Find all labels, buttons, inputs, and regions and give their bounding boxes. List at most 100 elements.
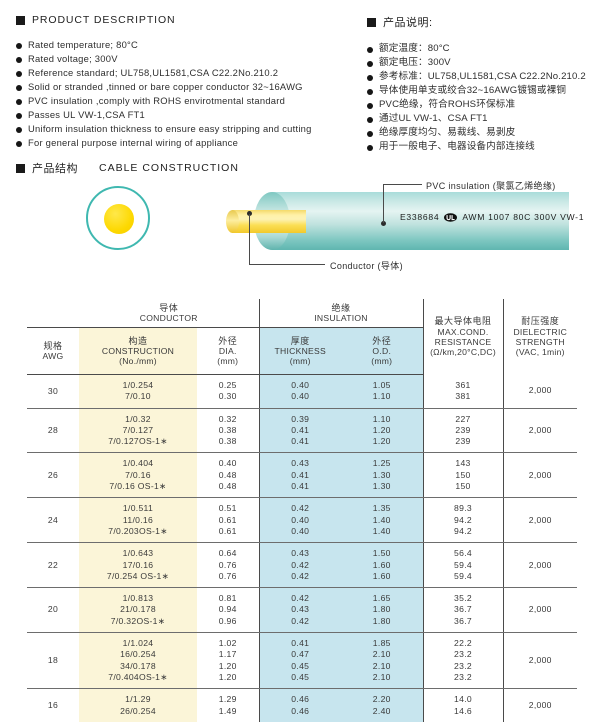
table-row: 28 1/0.32 7/0.127 7/0.127OS-1∗ 0.32 0.38 0.38 0…: [27, 408, 578, 454]
cable-construction-title-cn: 产品结构: [32, 163, 78, 175]
cell-thickness: 0.42 0.40 0.40: [258, 497, 342, 544]
description-item: Rated temperature; 80°C: [16, 39, 312, 52]
group-header-insulation: 绝缘 INSULATION: [258, 299, 424, 328]
cell-dia: 1.29 1.49: [197, 689, 259, 722]
cell-construction-value: 7/0.32OS-1∗: [110, 615, 166, 626]
cell-resistance-value: 239: [455, 436, 471, 447]
column-header-od-cn: 外径: [372, 335, 392, 346]
cell-resistance: 56.4 59.4 59.4: [423, 542, 504, 589]
cell-resistance-value: 94.2: [454, 514, 472, 525]
bullet-dot-icon: [367, 60, 373, 67]
cell-od-value: 1.20: [372, 424, 391, 435]
cell-dia-value: 1.02: [218, 638, 237, 649]
cell-resistance-value: 22.2: [454, 638, 472, 649]
group-spacer: [27, 299, 79, 328]
cell-od-value: 1.05: [372, 380, 391, 390]
table-head: 导体 CONDUCTOR 绝缘 INSULATION 最大导体电阻 MAX.CO…: [27, 299, 577, 375]
cell-dia-value: 0.38: [218, 436, 237, 447]
cell-resistance-value: 23.2: [454, 649, 472, 660]
cell-od: 1.85 2.10 2.10 2.10: [341, 632, 424, 690]
column-header-construction-en: CONSTRUCTION: [101, 345, 175, 356]
cell-resistance-value: 59.4: [454, 559, 472, 570]
description-item-text: For general purpose internal wiring of a…: [28, 137, 239, 148]
cell-resistance: 361 381: [423, 374, 504, 409]
cell-dielectric: 2,000: [503, 587, 578, 634]
description-item: 参考标准：UL758,UL1581,CSA C22.2No.210.2: [367, 71, 586, 84]
cross-section-conductor-core: [104, 204, 134, 234]
cell-od-value: 1.60: [372, 570, 391, 581]
cell-od-value: 1.85: [372, 638, 391, 649]
cell-thickness-value: 0.40: [291, 380, 310, 390]
cell-construction-value: 17/0.16: [122, 559, 154, 570]
cell-dia-value: 1.49: [218, 705, 237, 716]
cell-awg: 16: [47, 699, 59, 710]
cell-construction-value: 1/1.024: [122, 638, 154, 649]
cell-dia-value: 0.38: [218, 424, 237, 435]
cell-dia-value: 1.20: [218, 671, 237, 682]
cell-construction-value: 7/0.127OS-1∗: [108, 436, 168, 447]
cell-dia-value: 0.32: [218, 413, 237, 424]
conductor-label: Conductor (导体): [330, 261, 403, 271]
column-header-thickness-unit: (mm): [289, 356, 311, 367]
cell-dia-value: 0.61: [218, 525, 237, 536]
cell-thickness-value: 0.40: [291, 514, 310, 525]
cell-od-value: 1.20: [372, 436, 391, 447]
cell-thickness: 0.39 0.41 0.41: [258, 408, 342, 454]
cell-construction: 1/0.404 7/0.16 7/0.16 OS-1∗: [79, 452, 197, 499]
cell-dia-value: 0.30: [218, 391, 237, 402]
cell-od-value: 2.10: [372, 660, 391, 671]
cable-cross-section: [86, 186, 150, 250]
cell-resistance-value: 14.0: [454, 694, 472, 705]
cell-dia: 0.51 0.61 0.61: [197, 497, 260, 544]
product-description-title: PRODUCT DESCRIPTION: [32, 14, 176, 26]
description-item: Rated voltage; 300V: [16, 53, 312, 66]
description-item: PVC绝缘，符合ROHS环保标准: [367, 99, 586, 112]
cell-thickness: 0.46 0.46: [258, 688, 342, 722]
description-item: Uniform insulation thickness to ensure e…: [16, 123, 312, 136]
cell-thickness-value: 0.42: [291, 559, 310, 570]
cell-resistance-value: 59.4: [454, 570, 472, 581]
group-header-insulation-cn: 绝缘: [331, 302, 351, 313]
cell-od-value: 1.65: [372, 593, 391, 604]
description-item-text: Rated temperature; 80°C: [28, 39, 139, 50]
cell-construction-value: 1/0.643: [122, 548, 154, 559]
cell-dielectric: 2,000: [503, 374, 578, 409]
column-header-dielectric-cn: 耐压强度: [521, 316, 560, 327]
bullet-dot-icon: [367, 74, 373, 81]
cell-construction: 1/0.643 17/0.16 7/0.254 OS-1∗: [79, 542, 197, 589]
cell-resistance-value: 36.7: [454, 615, 472, 626]
cell-od: 1.05 1.10: [341, 374, 424, 409]
product-description-title-cn: 产品说明:: [383, 17, 433, 29]
table-row: 20 1/0.813 21/0.178 7/0.32OS-1∗ 0.81 0.94 0.96…: [27, 587, 578, 634]
cell-resistance-value: 227: [455, 413, 471, 424]
cell-awg: 18: [27, 632, 79, 690]
cell-od: 1.25 1.30 1.30: [341, 452, 424, 499]
column-header-construction: 构造 CONSTRUCTION (No./mm): [79, 327, 197, 375]
cell-construction-value: 1/0.404: [122, 458, 154, 469]
column-header-construction-unit: (No./mm): [119, 356, 157, 367]
cell-dia: 0.40 0.48 0.48: [197, 452, 260, 499]
cell-thickness-value: 0.43: [291, 458, 310, 469]
cell-resistance-value: 36.7: [454, 604, 472, 615]
cell-thickness: 0.42 0.43 0.42: [258, 587, 342, 634]
cell-construction-value: 1/0.254: [122, 380, 154, 390]
bullet-dot-icon: [367, 116, 373, 123]
product-description-list-cn: 额定温度：80°C 额定电压：300V 参考标准：UL758,UL1581,CSA …: [367, 43, 586, 154]
cell-dia-value: 0.48: [218, 469, 237, 480]
cell-dia-value: 0.48: [218, 481, 237, 492]
cell-dia: 0.64 0.76 0.76: [197, 542, 260, 589]
cell-thickness-value: 0.41: [291, 424, 310, 435]
description-item: For general purpose internal wiring of a…: [16, 137, 312, 150]
description-item-text: 参考标准：UL758,UL1581,CSA C22.2No.210.2: [379, 71, 586, 82]
cell-resistance: 35.2 36.7 36.7: [423, 587, 504, 634]
cell-resistance-value: 361: [455, 379, 471, 390]
column-header-dielectric-en: DIELECTRIC STRENGTH: [513, 326, 568, 347]
specification-table: 导体 CONDUCTOR 绝缘 INSULATION 最大导体电阻 MAX.CO…: [27, 299, 578, 722]
cell-dia-value: 0.64: [218, 548, 237, 559]
column-header-resistance-unit: (Ω/km,20°C,DC): [430, 346, 496, 357]
cell-construction-value: 26/0.254: [120, 705, 156, 716]
cell-thickness: 0.43 0.42 0.42: [258, 542, 342, 589]
cell-construction: 1/0.511 11/0.16 7/0.203OS-1∗: [79, 497, 197, 544]
cell-od-value: 1.80: [372, 604, 391, 615]
cell-thickness-value: 0.42: [291, 570, 310, 581]
